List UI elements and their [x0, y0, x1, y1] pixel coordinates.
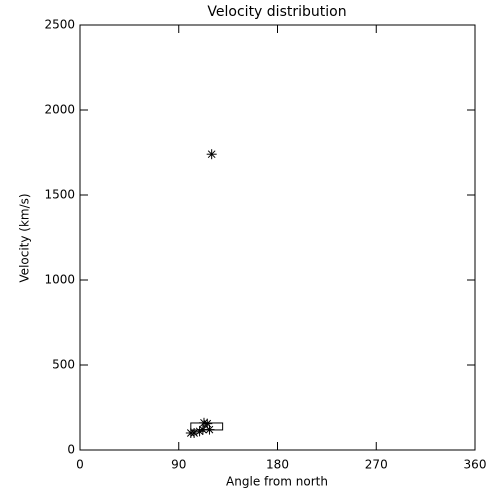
- y-tick-label: 0: [67, 443, 75, 457]
- point-stroke: [207, 150, 216, 159]
- x-tick-label: 90: [171, 458, 186, 472]
- x-tick-label: 270: [365, 458, 388, 472]
- point-stroke: [190, 429, 198, 437]
- chart-title: Velocity distribution: [207, 4, 346, 20]
- x-tick-label: 180: [266, 458, 289, 472]
- y-tick-label: 1000: [44, 273, 75, 287]
- y-tick-label: 1500: [44, 188, 75, 202]
- y-tick-label: 2500: [44, 18, 75, 32]
- y-tick-label: 2000: [44, 103, 75, 117]
- point: [206, 149, 217, 160]
- y-axis-label: Velocity (km/s): [18, 193, 32, 282]
- range-box: [190, 422, 224, 431]
- point-stroke: [203, 419, 212, 428]
- x-tick-label: 360: [464, 458, 487, 472]
- x-tick-label: 0: [76, 458, 84, 472]
- x-axis-label: Angle from north: [226, 475, 328, 489]
- y-tick-label: 500: [52, 358, 75, 372]
